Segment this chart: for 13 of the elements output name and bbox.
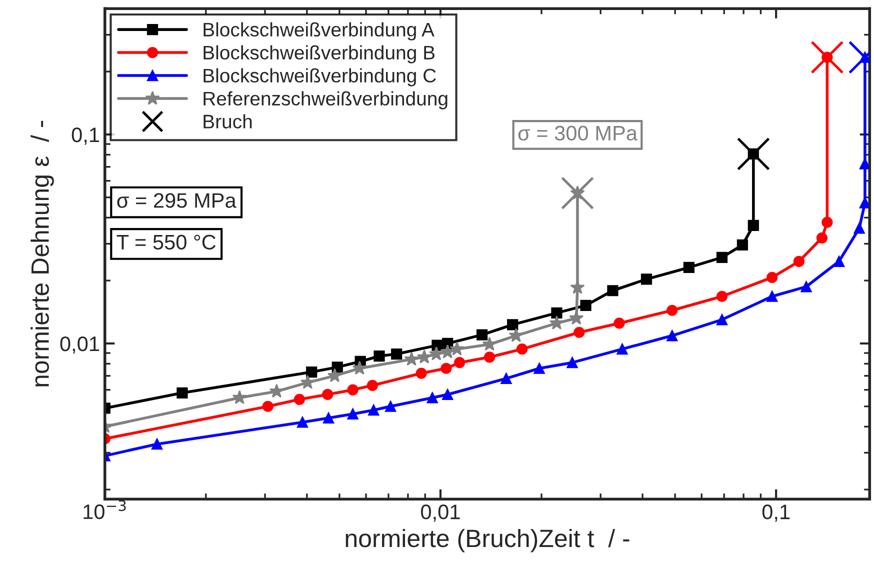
x-tick-label: 10$^{−3}$: [84, 500, 126, 520]
annotation: σ = 300 MPa: [518, 126, 638, 141]
x-tick-label: 0,01: [421, 504, 460, 522]
legend-label: Blockschweißverbindung C: [204, 68, 436, 86]
legend-label: Blockschweißverbindung B: [204, 45, 435, 64]
annotation: σ = 295 MPa: [117, 193, 236, 208]
x-tick-label: 0,1: [762, 504, 790, 522]
legend-label: Referenzschweißverbindung: [204, 91, 448, 110]
legend-label: Blockschweißverbindung A: [204, 22, 434, 40]
annotation: T = 550 °C: [116, 234, 216, 250]
y-axis-title: normierte Dehnung ε / -: [30, 120, 54, 386]
legend-label: Bruch: [204, 114, 252, 128]
x-axis-title: normierte (Bruch)Zeit t / -: [346, 528, 630, 552]
